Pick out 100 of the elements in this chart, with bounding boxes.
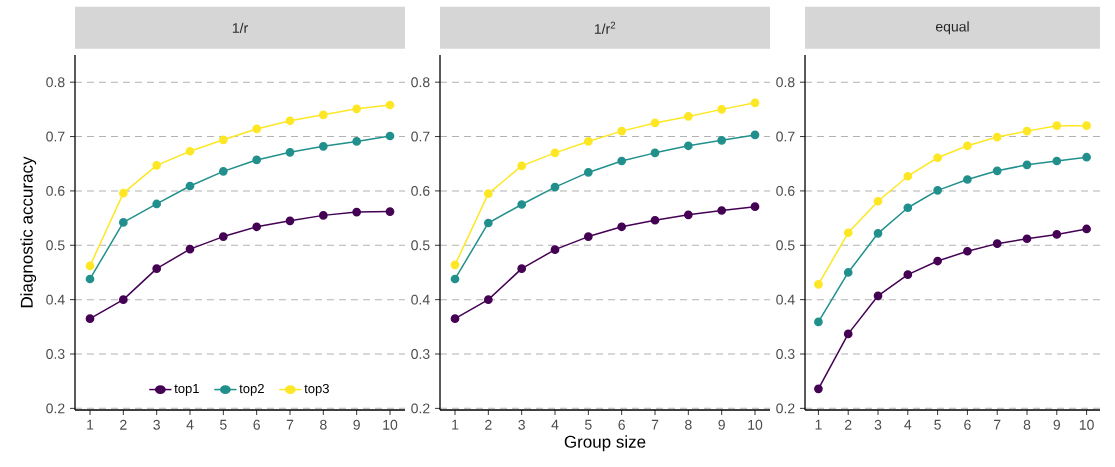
point — [1082, 152, 1091, 162]
point — [285, 147, 295, 157]
y-tick-label: 0.2 — [776, 403, 795, 414]
point — [750, 130, 760, 140]
y-tick-label: 0.5 — [46, 240, 65, 251]
point — [617, 156, 627, 166]
x-tick-label: 7 — [651, 419, 659, 430]
point — [963, 246, 972, 256]
point — [963, 141, 972, 151]
y-tick-label: 0.6 — [411, 185, 430, 196]
x-tick-label: 9 — [353, 419, 360, 430]
point — [1022, 160, 1032, 170]
x-tick-label: 2 — [485, 419, 492, 430]
point — [683, 141, 693, 151]
point — [583, 168, 593, 177]
x-tick-label: 3 — [874, 419, 882, 430]
legend-label: top2 — [239, 383, 264, 396]
chart-title: equal — [935, 21, 969, 35]
point — [450, 274, 460, 284]
x-tick-label: 3 — [518, 419, 525, 430]
point — [843, 228, 853, 238]
point — [352, 104, 362, 114]
point — [385, 100, 395, 110]
point — [1082, 224, 1091, 234]
x-tick-label: 8 — [320, 419, 327, 430]
x-axis-title: Group size — [564, 435, 646, 452]
point — [617, 222, 627, 232]
point — [185, 146, 195, 156]
point — [843, 329, 853, 339]
point — [483, 189, 493, 198]
point — [814, 384, 823, 394]
legend-label: top1 — [174, 384, 199, 396]
x-tick-label: 1 — [87, 419, 94, 430]
y-tick-label: 0.6 — [46, 185, 65, 196]
point — [85, 261, 95, 271]
point — [152, 264, 162, 273]
point — [218, 166, 228, 176]
point — [992, 239, 1002, 248]
point — [185, 244, 195, 254]
point — [933, 256, 942, 266]
y-tick-label: 0.6 — [776, 185, 795, 196]
x-tick-label: 6 — [253, 419, 260, 430]
x-tick-label: 4 — [186, 419, 194, 430]
y-tick-label: 0.5 — [776, 240, 795, 251]
point — [218, 232, 228, 241]
point — [318, 211, 328, 220]
point — [550, 245, 560, 254]
y-tick-label: 0.8 — [46, 77, 65, 88]
point — [683, 112, 693, 121]
point — [650, 148, 660, 158]
x-tick-label: 1 — [452, 419, 459, 430]
x-tick-label: 5 — [585, 419, 592, 430]
point — [843, 268, 853, 277]
point — [903, 270, 913, 279]
y-tick-label: 0.7 — [46, 131, 65, 142]
x-tick-label: 7 — [994, 419, 1001, 430]
x-tick-label: 9 — [1053, 419, 1061, 430]
x-tick-label: 2 — [120, 419, 127, 430]
point — [903, 203, 913, 213]
x-tick-label: 8 — [1023, 419, 1031, 430]
y-tick-label: 0.4 — [776, 294, 795, 305]
point — [152, 199, 162, 209]
x-tick-label: 4 — [551, 419, 559, 430]
x-tick-label: 6 — [964, 419, 971, 430]
y-tick-label: 0.7 — [411, 131, 430, 142]
point — [483, 295, 493, 304]
point — [385, 207, 395, 216]
point — [85, 314, 95, 324]
point — [750, 98, 760, 108]
x-tick-label: 10 — [1079, 419, 1094, 430]
x-tick-label: 8 — [685, 419, 692, 430]
point — [963, 175, 972, 184]
point — [1022, 126, 1032, 136]
point — [318, 110, 328, 120]
x-tick-label: 10 — [748, 419, 763, 430]
x-tick-label: 3 — [153, 419, 160, 430]
point — [814, 317, 823, 327]
point — [1052, 121, 1062, 131]
x-tick-label: 9 — [718, 419, 725, 430]
y-tick-label: 0.8 — [776, 77, 795, 88]
y-axis-title: Diagnostic accuracy — [20, 156, 37, 308]
point — [550, 148, 560, 158]
y-tick-label: 0.5 — [411, 240, 430, 251]
point — [285, 216, 295, 226]
point — [717, 105, 727, 114]
point — [152, 161, 162, 170]
point — [118, 218, 128, 227]
chart-title: 1/r — [232, 22, 248, 33]
point — [1022, 234, 1032, 244]
point — [933, 186, 942, 195]
x-tick-label: 4 — [904, 419, 912, 430]
point — [218, 135, 228, 145]
point — [550, 182, 560, 192]
point — [85, 274, 95, 284]
x-tick-label: 5 — [934, 419, 941, 430]
point — [717, 136, 727, 145]
x-tick-label: 10 — [383, 419, 398, 430]
point — [683, 210, 693, 220]
point — [1052, 156, 1062, 166]
point — [285, 116, 295, 126]
